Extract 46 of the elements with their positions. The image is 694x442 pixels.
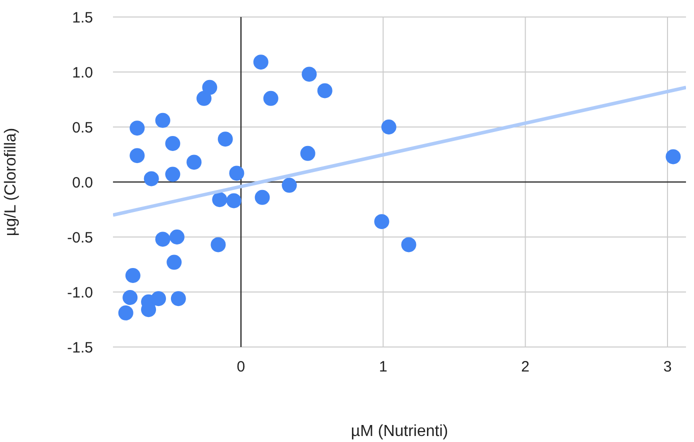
point — [155, 232, 170, 247]
y-tick-label: -1.0 — [67, 284, 93, 302]
y-tick-label: 1.5 — [72, 9, 93, 26]
x-tick-label: 1 — [378, 358, 388, 376]
point — [169, 230, 184, 244]
point — [218, 132, 233, 147]
point — [155, 112, 170, 128]
x-tick-label: 3 — [663, 358, 672, 376]
point — [196, 90, 212, 106]
point — [254, 190, 270, 205]
point — [166, 254, 182, 270]
point — [144, 171, 159, 186]
point — [125, 268, 140, 283]
point — [226, 193, 242, 208]
point — [165, 136, 180, 151]
y-axis-title: µg/L (Clorofilla) — [2, 128, 20, 236]
point — [151, 291, 166, 306]
point — [130, 120, 145, 136]
x-tick-label: 0 — [236, 358, 246, 376]
point — [170, 291, 186, 306]
point — [317, 83, 332, 98]
point — [302, 66, 317, 82]
point — [401, 237, 416, 252]
point — [374, 214, 390, 230]
point — [666, 149, 681, 164]
point — [186, 154, 202, 170]
point — [210, 237, 226, 252]
point — [202, 80, 218, 95]
point — [263, 90, 278, 106]
point — [229, 166, 244, 181]
point — [282, 178, 297, 193]
x-axis-title: µM (Nutrienti) — [350, 423, 448, 440]
point — [212, 192, 228, 208]
point — [381, 120, 396, 134]
y-tick-label: -1.5 — [67, 339, 93, 356]
y-tick-label: 0.5 — [72, 119, 93, 136]
point — [122, 290, 138, 305]
y-tick-label: 0.0 — [72, 174, 93, 192]
point — [253, 54, 268, 70]
x-tick-label: 2 — [521, 358, 530, 376]
point — [118, 305, 134, 320]
point — [130, 148, 145, 164]
point — [165, 166, 180, 182]
point — [300, 146, 316, 161]
y-tick-label: 1.0 — [72, 64, 93, 82]
y-tick-label: -0.5 — [67, 229, 93, 246]
